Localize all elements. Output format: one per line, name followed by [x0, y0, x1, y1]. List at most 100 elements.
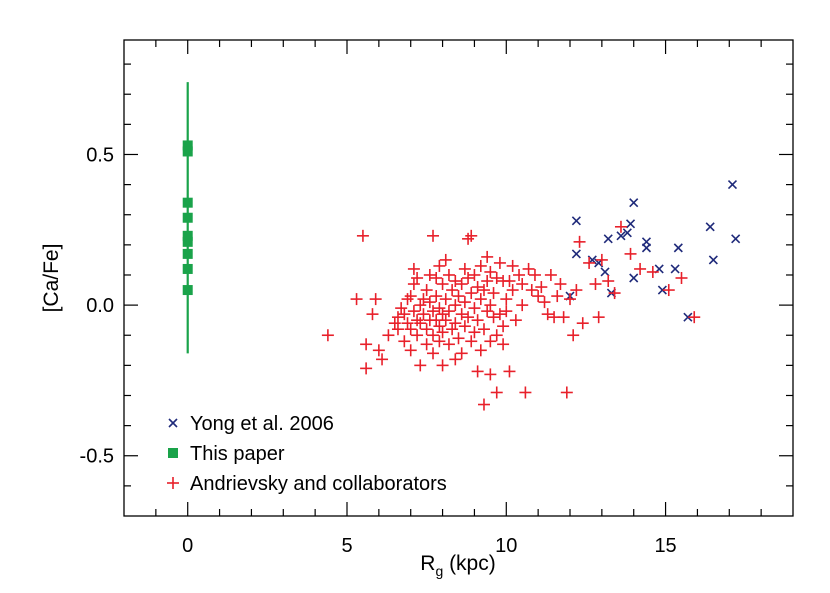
data-point-x [727, 180, 738, 190]
data-point-square [182, 263, 193, 274]
y-tick-label: -0.5 [80, 446, 114, 468]
data-point-plus [646, 265, 659, 278]
data-point-plus [436, 326, 449, 339]
x-axis-label: Rg (kpc) [420, 552, 495, 579]
data-point-plus [401, 293, 414, 306]
data-point-plus [465, 287, 478, 300]
data-point-plus [430, 290, 443, 303]
data-point-plus [477, 284, 490, 297]
data-point-plus [417, 308, 430, 321]
data-point-plus [433, 302, 446, 315]
data-point-plus [423, 296, 436, 309]
data-point-plus [411, 329, 424, 342]
data-point-square [182, 212, 193, 223]
data-point-plus [462, 311, 475, 324]
data-point-plus [414, 299, 427, 312]
data-point-plus [500, 293, 513, 306]
data-point-x-b [603, 234, 613, 244]
data-point-plus [557, 311, 570, 324]
series-square [182, 82, 193, 354]
data-point-square [182, 236, 193, 247]
data-point-x [731, 234, 741, 244]
data-point-x-b [727, 180, 738, 190]
data-point-plus [420, 338, 433, 351]
data-point-plus [407, 278, 420, 291]
series-plus [321, 220, 701, 411]
data-point-plus [560, 386, 573, 399]
data-point-plus [420, 323, 433, 336]
data-point-plus [455, 347, 468, 360]
data-point-plus [401, 317, 414, 330]
data-point-plus [449, 353, 462, 366]
data-point-plus [471, 281, 484, 294]
data-point-x [616, 231, 626, 241]
data-point-plus [474, 259, 487, 272]
x-axis-label-main: R [420, 552, 435, 575]
data-point-x [600, 267, 610, 277]
data-point-plus [662, 284, 675, 297]
data-point-plus [465, 335, 478, 348]
data-point-plus [321, 329, 334, 342]
data-point-plus [458, 296, 471, 309]
data-point-plus [634, 262, 647, 275]
data-point-plus [433, 259, 446, 272]
data-point-x [603, 234, 613, 244]
data-point-plus [382, 329, 395, 342]
data-point-plus [490, 329, 503, 342]
data-point-plus [503, 275, 516, 288]
data-point-x-b [708, 255, 718, 265]
data-point-plus [535, 281, 548, 294]
legend-label: This paper [190, 443, 285, 465]
data-point-plus [583, 256, 596, 269]
data-point-plus [675, 272, 688, 284]
data-point-x-b [616, 231, 626, 241]
data-point-plus [592, 311, 605, 324]
data-point-x-b [629, 273, 639, 283]
data-point-plus [471, 314, 484, 327]
data-point-plus [446, 323, 459, 336]
data-point-plus [420, 284, 433, 297]
data-point-x [625, 219, 636, 229]
data-point-plus [449, 299, 462, 312]
data-point-plus [404, 344, 417, 357]
data-point-plus [484, 265, 497, 278]
data-point-plus [439, 253, 452, 266]
data-point-plus [442, 305, 455, 318]
data-point-plus [414, 317, 427, 330]
data-point-plus [417, 293, 430, 306]
data-point-x [622, 228, 632, 238]
data-point-plus [442, 268, 455, 281]
data-point-plus [554, 278, 567, 291]
data-point-x-b [705, 222, 715, 232]
y-tick-labels: -0.5 0.0 0.5 [80, 144, 114, 467]
data-point-plus [439, 314, 452, 327]
data-point-plus [497, 338, 510, 351]
data-point-x [629, 273, 639, 283]
data-point-plus [589, 278, 602, 291]
data-point-x [629, 198, 639, 208]
data-point-plus [484, 368, 497, 381]
data-point-plus [427, 305, 440, 318]
data-point-plus [360, 362, 373, 375]
data-point-plus [481, 275, 494, 288]
data-point-plus [414, 359, 427, 372]
data-point-plus [487, 311, 500, 324]
data-point-plus [433, 335, 446, 348]
data-point-plus [516, 278, 529, 291]
data-point-x-b [683, 312, 693, 322]
series-x [565, 180, 741, 322]
legend-symbol-x-b [168, 418, 178, 428]
data-point-plus [468, 302, 481, 315]
data-point-plus [471, 365, 484, 378]
data-point-plus [484, 299, 497, 312]
data-point-plus [372, 344, 385, 357]
data-point-plus [458, 262, 471, 275]
data-point-square [182, 140, 193, 151]
data-point-plus [442, 338, 455, 351]
data-point-plus [506, 259, 519, 272]
data-point-plus [356, 229, 369, 242]
axis-ticks [124, 40, 793, 516]
data-point-plus [525, 284, 538, 297]
data-point-plus [350, 293, 363, 306]
data-point-x-b [625, 219, 636, 229]
